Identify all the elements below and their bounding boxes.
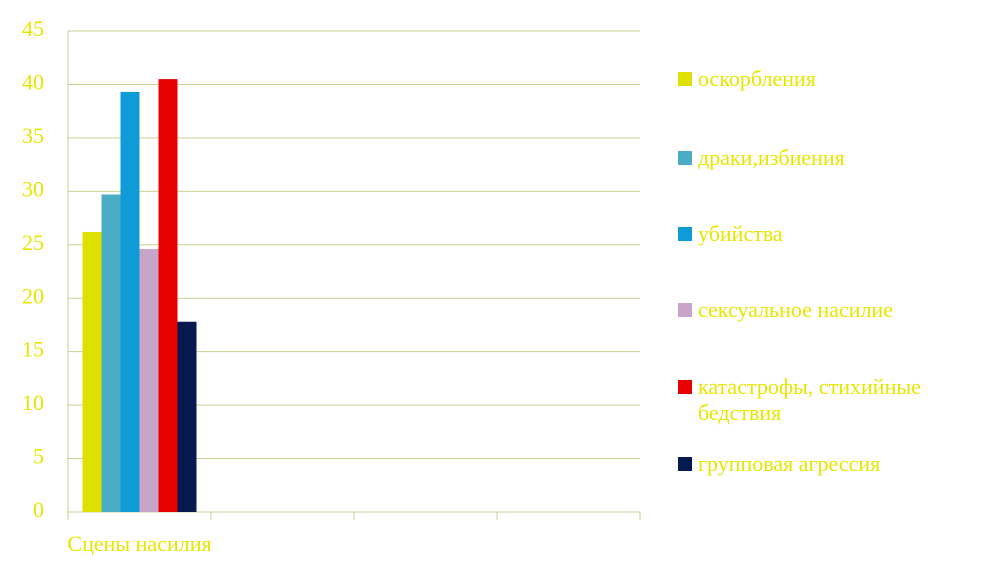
legend-swatch [678,380,692,394]
legend-label: сексуальное насилие [698,297,893,322]
y-tick-label: 45 [22,16,44,41]
y-tick-label: 20 [22,283,44,308]
legend-label: групповая агрессия [698,451,881,476]
legend-item: сексуальное насилие [678,297,988,323]
legend-item: оскорбления [678,66,988,92]
legend-label: катастрофы, стихийные бедствия [698,374,921,425]
legend-item: групповая агрессия [678,451,988,477]
bar [101,194,121,513]
y-tick-label: 25 [22,230,44,255]
legend-item: драки,избиения [678,145,988,171]
y-tick-label: 30 [22,176,44,201]
legend-swatch [678,151,692,165]
y-tick-label: 5 [33,444,44,469]
bar [82,231,102,512]
y-tick-label: 40 [22,69,44,94]
legend-swatch [678,303,692,317]
legend-label: драки,избиения [698,145,845,170]
y-tick-label: 35 [22,123,44,148]
y-tick-label: 10 [22,390,44,415]
legend-swatch [678,457,692,471]
x-tick-label: Сцены насилия [67,531,211,556]
bar [120,91,140,512]
legend-label: оскорбления [698,66,816,91]
y-tick-label: 15 [22,337,44,362]
bar [139,249,159,512]
bar [177,321,197,512]
bar [158,79,178,512]
legend-label: убийства [698,221,783,246]
legend-swatch [678,72,692,86]
legend-item: катастрофы, стихийные бедствия [678,374,988,426]
legend-item: убийства [678,221,988,247]
y-tick-label: 0 [33,497,44,522]
legend-swatch [678,227,692,241]
